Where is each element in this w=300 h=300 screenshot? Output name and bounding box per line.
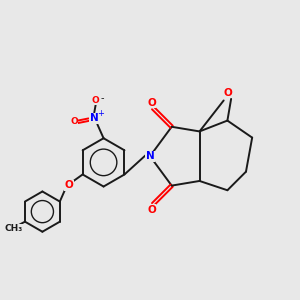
Text: N: N <box>146 151 154 161</box>
Text: O: O <box>64 180 73 190</box>
Text: O: O <box>147 98 156 108</box>
Text: O: O <box>92 96 100 105</box>
Text: O: O <box>70 117 78 126</box>
Text: -: - <box>100 93 104 103</box>
Text: O: O <box>223 88 232 98</box>
Text: CH₃: CH₃ <box>4 224 22 233</box>
Text: +: + <box>98 109 104 118</box>
Text: O: O <box>147 205 156 215</box>
Text: N: N <box>90 113 99 123</box>
